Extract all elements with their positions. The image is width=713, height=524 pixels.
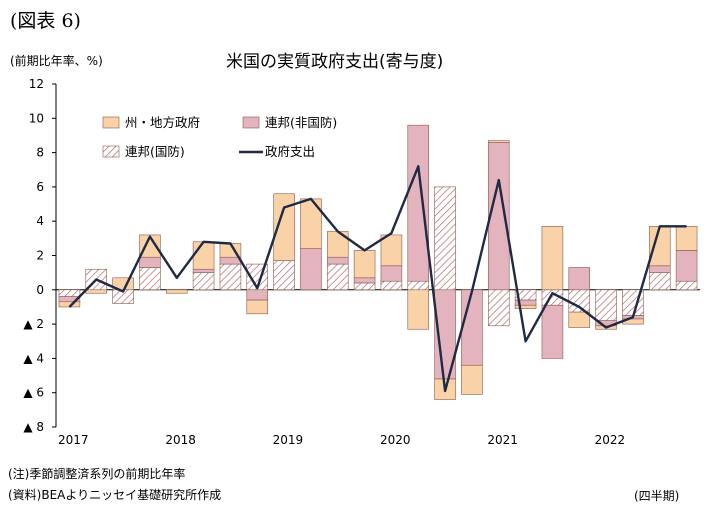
bars-layer [58,124,698,400]
y-tick-label: ▲ 2 [23,317,44,331]
y-tick-label: ▲ 6 [23,386,44,400]
bar-segment [192,272,215,291]
bar-segment [648,265,671,273]
bar-segment [407,280,430,291]
bar-segment [648,226,671,267]
bar-segment [273,193,295,261]
period-label: (四半期) [634,489,680,503]
bar-segment [326,263,349,291]
bar-segment [648,272,671,291]
note-source: (資料)BEAよりニッセイ基礎研究所作成 [8,488,222,502]
bar-segment [165,289,188,294]
bar-segment [675,280,698,291]
y-tick-label: 2 [36,249,44,263]
bar-segment [568,311,591,328]
x-tick-label: 2018 [165,433,196,447]
bar-segment [595,289,617,321]
bar-segment [487,142,510,291]
bar-segment [568,289,591,313]
legend-label: 連邦(国防) [125,144,185,159]
line-layer [68,165,687,393]
bar-segment [675,250,698,282]
chart-title: 米国の実質政府支出(寄与度) [226,52,444,72]
legend-label: 政府支出 [265,144,315,159]
bar-segment [514,304,537,309]
bar-segment [487,140,510,143]
bar-segment [675,226,698,251]
y-tick-label: 0 [36,283,44,297]
bar-segment [192,268,215,273]
legend-label: 州・地方政府 [125,115,200,130]
y-tick-label: 6 [36,180,44,194]
bar-segment [407,289,430,330]
y-tick-label: ▲ 8 [23,420,44,434]
x-tick-label: 2020 [380,433,411,447]
legend-label: 連邦(非国防) [265,115,337,130]
bar-segment [487,289,510,327]
bar-segment [380,265,403,282]
bar-segment [246,289,269,301]
bar-segment [461,364,483,395]
unit-label: (前期比年率、%) [10,54,103,68]
bar-segment [541,304,564,359]
bar-segment [58,289,81,297]
bar-segment [434,186,456,291]
bar-segment [246,299,269,315]
axes-layer: 12 10 8 6 4 2 0 ▲ 2 ▲ 4 ▲ 6 ▲ 8 2017 2018 2019 2020 202… [23,77,700,447]
bar-segment [139,267,161,291]
bar-segment [85,289,108,294]
bar-segment [407,124,430,282]
bar-segment [219,263,242,291]
legend-swatch [102,145,120,158]
y-tick-label: 4 [36,214,44,228]
bar-segment [380,234,403,267]
bar-segment [300,248,322,291]
legend: 州・地方政府 連邦(非国防) 連邦(国防) 政府支出 [102,115,337,159]
x-tick-label: 2019 [273,433,304,447]
y-tick-label: 8 [36,146,44,160]
y-tick-label: ▲ 4 [23,351,44,365]
bar-segment [461,289,483,366]
bar-segment [380,280,403,291]
y-tick-label: 10 [29,111,44,125]
bar-segment [568,267,591,291]
bar-segment [219,256,242,265]
legend-swatch [102,116,120,129]
x-tick-label: 2017 [58,433,89,447]
x-tick-label: 2022 [595,433,626,447]
legend-swatch [242,116,260,129]
x-tick-label: 2021 [487,433,518,447]
bar-segment [139,256,161,268]
bar-segment [192,241,215,270]
bar-segment [353,250,376,279]
bar-segment [353,282,376,291]
note-seasonal-adjustment: (注)季節調整済系列の前期比年率 [8,467,186,481]
bar-segment [139,234,161,258]
bar-segment [326,256,349,265]
y-tick-label: 12 [29,77,44,91]
bar-segment [541,226,564,291]
figure-label: (図表 6) [10,10,81,32]
bar-segment [273,260,295,291]
line-series-government-spending [68,165,687,393]
bar-segment [353,277,376,284]
